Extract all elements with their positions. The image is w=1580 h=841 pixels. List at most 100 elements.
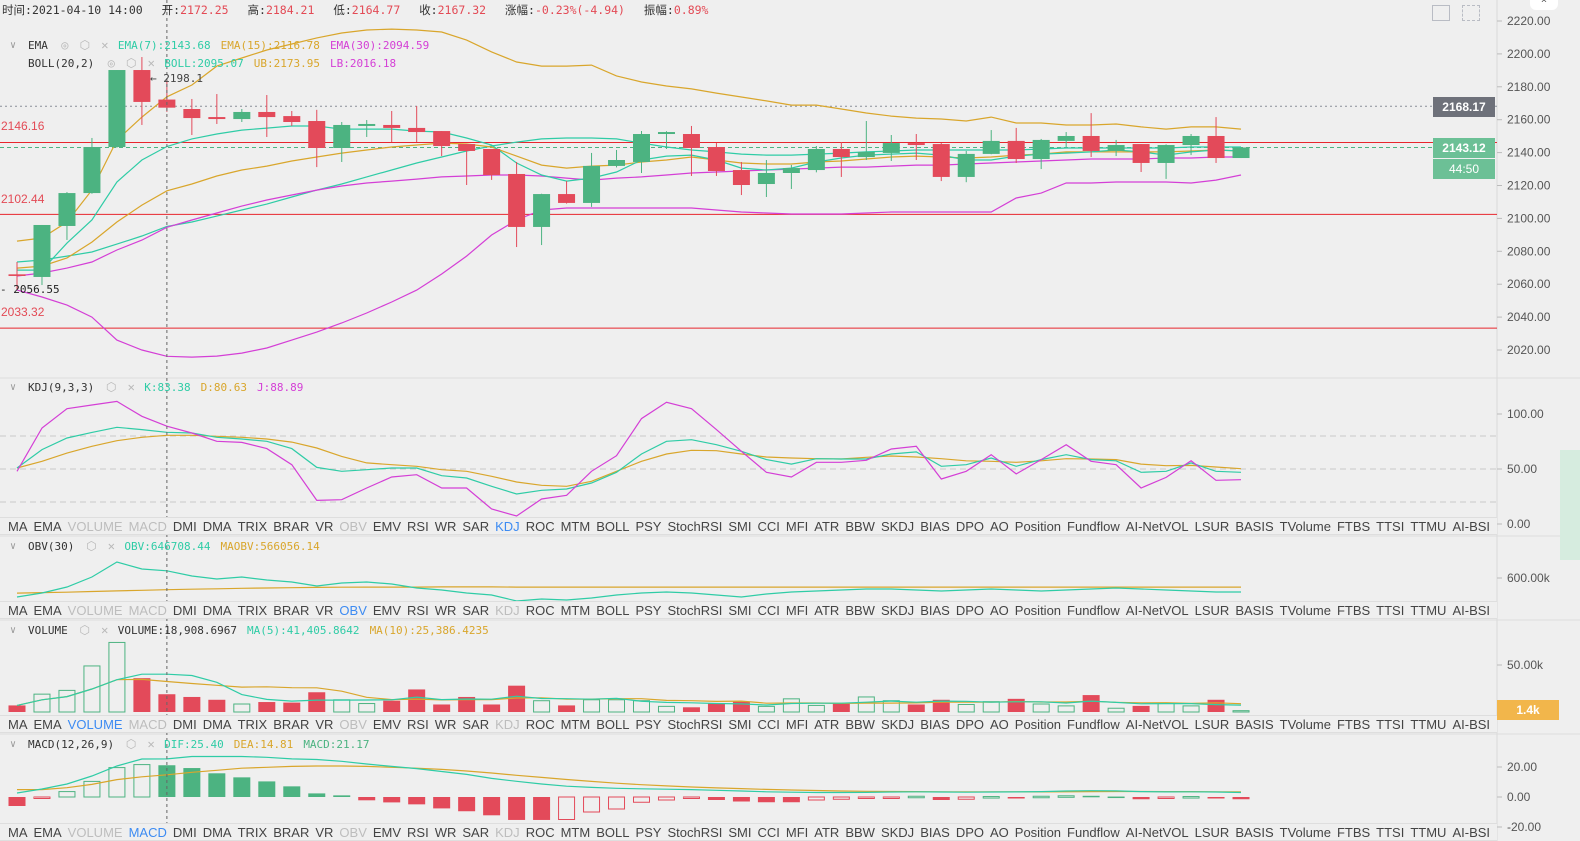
tab-rsi[interactable]: RSI	[407, 602, 429, 618]
tab-kdj[interactable]: KDJ	[495, 824, 520, 840]
tab-ttsi[interactable]: TTSI	[1376, 824, 1405, 840]
tab-position[interactable]: Position	[1014, 518, 1062, 534]
tab-smi[interactable]: SMI	[728, 518, 752, 534]
tab-ema[interactable]: EMA	[33, 824, 62, 840]
tab-bbw[interactable]: BBW	[845, 716, 875, 732]
tab-fundflow[interactable]: Fundflow	[1067, 716, 1120, 732]
tab-trix[interactable]: TRIX	[237, 518, 268, 534]
tab-basis[interactable]: BASIS	[1235, 602, 1274, 618]
tab-macd[interactable]: MACD	[128, 602, 167, 618]
tab-dmi[interactable]: DMI	[172, 518, 197, 534]
tab-lsur[interactable]: LSUR	[1194, 602, 1230, 618]
tab-ttsi[interactable]: TTSI	[1376, 518, 1405, 534]
tab-lsur[interactable]: LSUR	[1194, 716, 1230, 732]
close-icon[interactable]: ✕	[147, 737, 155, 751]
tab-smi[interactable]: SMI	[728, 716, 752, 732]
tab-psy[interactable]: PSY	[635, 824, 662, 840]
tab-fundflow[interactable]: Fundflow	[1067, 602, 1120, 618]
tab-brar[interactable]: BRAR	[273, 602, 310, 618]
tab-skdj[interactable]: SKDJ	[880, 602, 915, 618]
tab-fundflow[interactable]: Fundflow	[1067, 518, 1120, 534]
tab-macd[interactable]: MACD	[128, 824, 167, 840]
tab-ftbs[interactable]: FTBS	[1336, 602, 1371, 618]
tab-wr[interactable]: WR	[434, 716, 457, 732]
tab-macd[interactable]: MACD	[128, 518, 167, 534]
tab-bias[interactable]: BIAS	[920, 824, 950, 840]
tab-dma[interactable]: DMA	[202, 602, 232, 618]
tab-volume[interactable]: VOLUME	[67, 824, 123, 840]
tab-brar[interactable]: BRAR	[273, 824, 310, 840]
tab-tvolume[interactable]: TVolume	[1279, 602, 1331, 618]
tab-vr[interactable]: VR	[315, 716, 334, 732]
tab-kdj[interactable]: KDJ	[495, 602, 520, 618]
close-icon[interactable]: ✕	[101, 38, 109, 52]
collapse-chevron-up-icon[interactable]: ^	[1530, 0, 1558, 10]
chevron-down-icon[interactable]: ∨	[10, 540, 17, 552]
tab-mtm[interactable]: MTM	[560, 824, 591, 840]
tab-position[interactable]: Position	[1014, 602, 1062, 618]
tab-ao[interactable]: AO	[989, 518, 1009, 534]
tab-ao[interactable]: AO	[989, 602, 1009, 618]
eye-icon[interactable]: ◎	[61, 38, 69, 52]
tab-psy[interactable]: PSY	[635, 716, 662, 732]
tab-dpo[interactable]: DPO	[955, 518, 984, 534]
tab-boll[interactable]: BOLL	[596, 716, 630, 732]
tab-trix[interactable]: TRIX	[237, 824, 268, 840]
close-icon[interactable]: ✕	[127, 380, 135, 394]
tab-kdj[interactable]: KDJ	[495, 518, 520, 534]
tab-kdj[interactable]: KDJ	[495, 716, 520, 732]
tab-psy[interactable]: PSY	[635, 518, 662, 534]
tab-dpo[interactable]: DPO	[955, 716, 984, 732]
tab-skdj[interactable]: SKDJ	[880, 824, 915, 840]
close-icon[interactable]: ✕	[147, 56, 155, 70]
tab-obv[interactable]: OBV	[339, 824, 367, 840]
tab-basis[interactable]: BASIS	[1235, 716, 1274, 732]
tab-bias[interactable]: BIAS	[920, 518, 950, 534]
gear-icon[interactable]: ⬡	[79, 38, 91, 52]
tab-cci[interactable]: CCI	[757, 602, 780, 618]
tab-tvolume[interactable]: TVolume	[1279, 824, 1331, 840]
tab-atr[interactable]: ATR	[814, 716, 840, 732]
tab-fundflow[interactable]: Fundflow	[1067, 824, 1120, 840]
gear-icon[interactable]: ⬡	[79, 623, 90, 637]
close-icon[interactable]: ✕	[107, 539, 115, 553]
gear-icon[interactable]: ⬡	[125, 56, 137, 70]
tab-stochrsi[interactable]: StochRSI	[667, 716, 723, 732]
tab-dpo[interactable]: DPO	[955, 824, 984, 840]
tab-trix[interactable]: TRIX	[237, 716, 268, 732]
tab-ema[interactable]: EMA	[33, 716, 62, 732]
tab-boll[interactable]: BOLL	[596, 602, 630, 618]
tab-ai-bsi[interactable]: AI-BSI	[1452, 716, 1491, 732]
tab-position[interactable]: Position	[1014, 824, 1062, 840]
tab-bias[interactable]: BIAS	[920, 602, 950, 618]
tab-wr[interactable]: WR	[434, 518, 457, 534]
tab-sar[interactable]: SAR	[462, 824, 490, 840]
chevron-down-icon[interactable]: ∨	[10, 624, 17, 636]
fullscreen-icon[interactable]	[1462, 5, 1480, 21]
tab-mtm[interactable]: MTM	[560, 518, 591, 534]
tab-rsi[interactable]: RSI	[407, 824, 429, 840]
tab-tvolume[interactable]: TVolume	[1279, 716, 1331, 732]
tab-ema[interactable]: EMA	[33, 518, 62, 534]
tab-roc[interactable]: ROC	[525, 518, 555, 534]
tab-emv[interactable]: EMV	[372, 824, 402, 840]
tab-tvolume[interactable]: TVolume	[1279, 518, 1331, 534]
tab-mfi[interactable]: MFI	[785, 518, 809, 534]
tab-ttsi[interactable]: TTSI	[1376, 602, 1405, 618]
tab-cci[interactable]: CCI	[757, 518, 780, 534]
tab-emv[interactable]: EMV	[372, 518, 402, 534]
tab-atr[interactable]: ATR	[814, 518, 840, 534]
tab-ttmu[interactable]: TTMU	[1410, 716, 1447, 732]
tab-ai-bsi[interactable]: AI-BSI	[1452, 824, 1491, 840]
tab-dma[interactable]: DMA	[202, 518, 232, 534]
tab-skdj[interactable]: SKDJ	[880, 716, 915, 732]
chevron-down-icon[interactable]: ∨	[10, 381, 17, 393]
tab-ai-netvol[interactable]: AI-NetVOL	[1125, 716, 1189, 732]
tab-roc[interactable]: ROC	[525, 716, 555, 732]
tab-bbw[interactable]: BBW	[845, 824, 875, 840]
tab-ma[interactable]: MA	[8, 518, 28, 534]
tab-rsi[interactable]: RSI	[407, 518, 429, 534]
tab-dpo[interactable]: DPO	[955, 602, 984, 618]
close-icon[interactable]: ✕	[101, 623, 109, 637]
